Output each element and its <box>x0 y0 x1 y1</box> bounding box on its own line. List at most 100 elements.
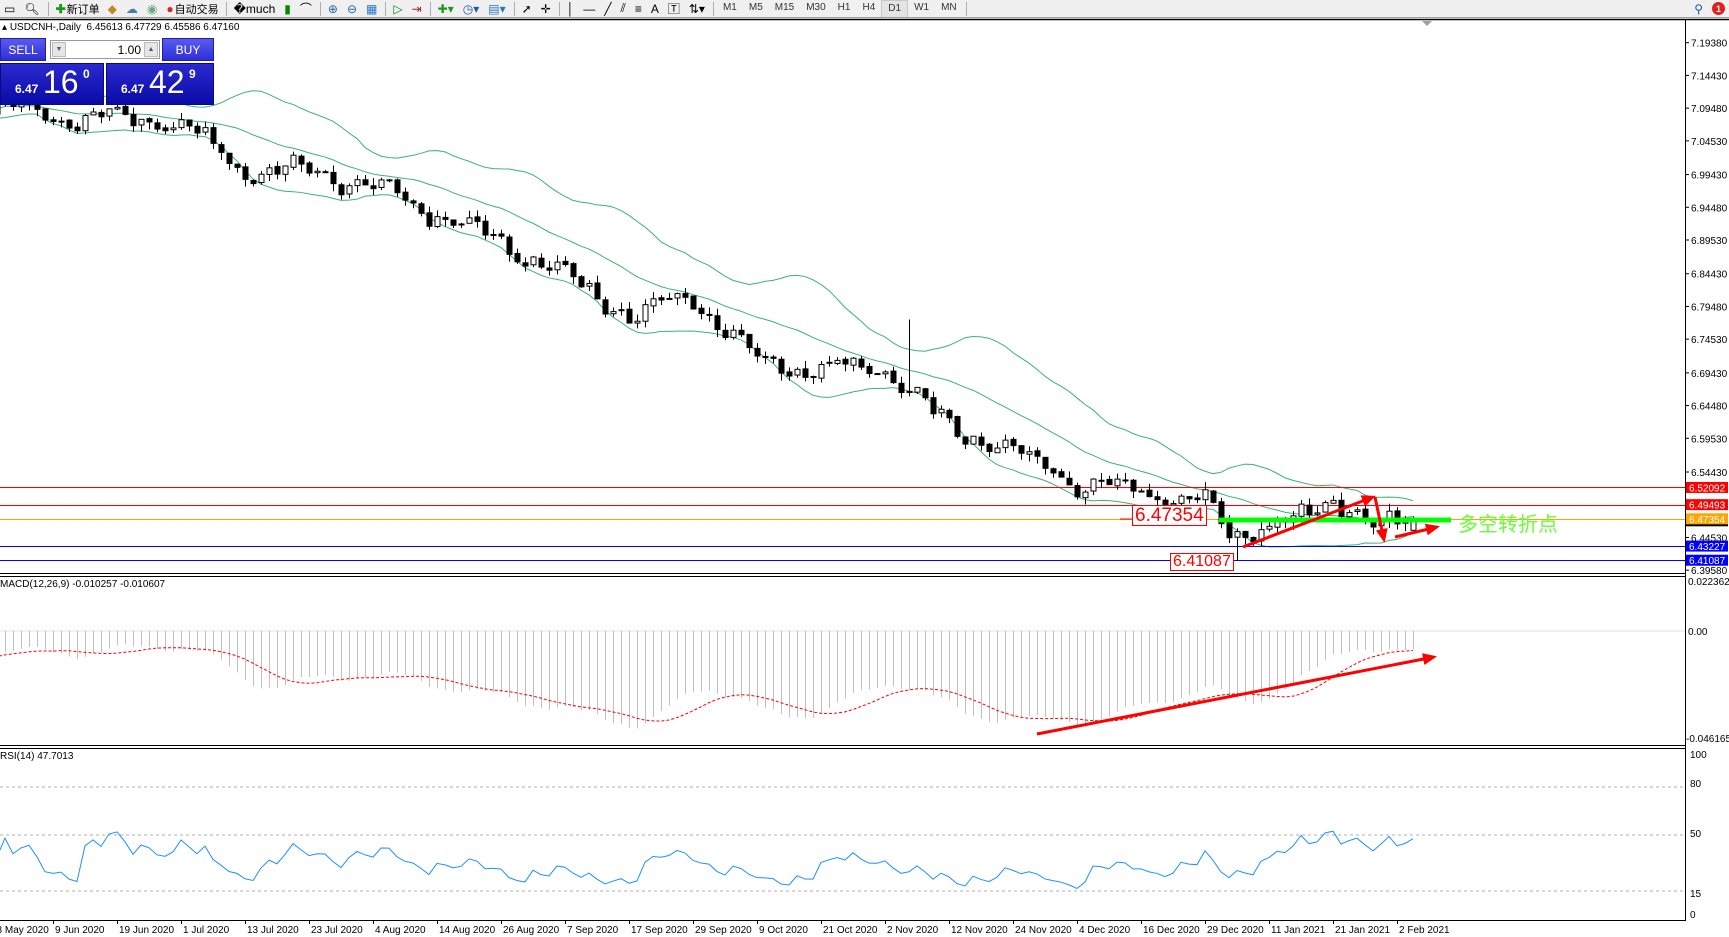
timeframe-m15[interactable]: M15 <box>774 2 795 13</box>
zoom-in-icon[interactable]: ⊕ <box>327 1 338 16</box>
timeframe-h1[interactable]: H1 <box>837 2 851 13</box>
zoom-icon[interactable]: 🔍︎ <box>24 1 40 16</box>
candle <box>562 256 569 267</box>
candle-body <box>106 108 113 117</box>
gold-icon[interactable]: ◆ <box>107 1 117 16</box>
tile-icon[interactable]: ▦ <box>366 1 378 16</box>
candle-body <box>1242 530 1249 538</box>
bar-chart-icon[interactable]: �much <box>233 1 276 16</box>
macd-signal-line[interactable] <box>0 647 1414 722</box>
bollinger-middle-band[interactable] <box>0 105 1414 521</box>
timeframe-bar: M1 M5 M15 M30 H1 H4 D1 W1 MN <box>717 0 963 17</box>
channel-icon[interactable]: ⫽ <box>620 1 626 15</box>
notification-icon[interactable]: 1 <box>1708 1 1729 17</box>
trendline-icon[interactable]: ╱ <box>604 1 612 16</box>
candle-body <box>178 119 185 129</box>
vertical-line-icon[interactable]: │ <box>566 1 575 16</box>
candle <box>1130 479 1137 498</box>
cursor-icon[interactable]: ➚ <box>521 1 532 16</box>
profiles-icon[interactable]: ▭ <box>4 1 16 16</box>
periods-icon[interactable]: ◷▾ <box>462 1 480 16</box>
line-price-tag <box>1686 499 1728 511</box>
new-order-button[interactable]: ✚ 新订单 <box>52 1 104 17</box>
rebound-arrow[interactable] <box>1394 523 1440 539</box>
price-axis-label: 6.79480 <box>1691 302 1728 313</box>
candle <box>434 210 441 229</box>
horizontal-line-icon[interactable]: — <box>583 1 596 16</box>
low-price-label[interactable]: 6.41087 <box>1170 553 1234 571</box>
timeframe-h4[interactable]: H4 <box>862 2 876 13</box>
candle-body <box>50 119 57 123</box>
navigator-icon[interactable]: ☁ <box>125 1 138 16</box>
candle-body <box>706 313 713 316</box>
timeframe-mn[interactable]: MN <box>941 2 957 13</box>
candle-body <box>210 127 217 144</box>
timeframe-m5[interactable]: M5 <box>748 2 763 13</box>
search-icon[interactable]: ⚲ <box>1694 1 1703 16</box>
chart-title: ▴ USDCNH-,Daily 6.45613 6.47729 6.45586 … <box>2 22 239 33</box>
volume-increase-icon[interactable]: ▲ <box>144 42 158 57</box>
candle <box>906 319 913 397</box>
macd-divergence-arrow[interactable] <box>1036 653 1437 736</box>
volume-input[interactable] <box>67 41 141 58</box>
candle-body <box>602 299 609 315</box>
templates-icon[interactable]: ▤▾ <box>488 1 506 16</box>
candle-body <box>498 233 505 237</box>
candle <box>266 164 273 182</box>
candle <box>1058 468 1065 478</box>
buy-button[interactable]: BUY <box>162 38 214 61</box>
candle <box>210 123 217 150</box>
indicators-icon[interactable]: ✚▾ <box>437 1 454 16</box>
line-chart-icon[interactable]: ⌒ <box>299 2 312 16</box>
candle <box>930 391 937 419</box>
auto-trading-button[interactable]: ● 自动交易 <box>162 1 222 17</box>
candle-body <box>1186 496 1193 500</box>
bollinger-lower-band[interactable] <box>0 113 1414 548</box>
bollinger-upper-band[interactable] <box>0 90 1414 502</box>
time-axis-label: 19 Jun 2020 <box>119 925 174 936</box>
text-icon[interactable]: A <box>650 1 659 16</box>
pivot-annotation-text[interactable]: 多空转折点 <box>1458 514 1558 536</box>
line-price-tag-label: 6.47354 <box>1689 515 1726 526</box>
candle <box>706 307 713 322</box>
pullback-arrow[interactable] <box>1373 496 1388 543</box>
candle-body <box>1082 491 1089 499</box>
volume-decrease-icon[interactable]: ▼ <box>52 42 66 57</box>
candle <box>962 436 969 450</box>
chart-shift-marker[interactable] <box>1422 21 1432 26</box>
candle <box>154 118 161 133</box>
candle <box>42 108 49 124</box>
chart-shift-icon[interactable]: ⇥ <box>411 1 422 16</box>
autoscroll-icon[interactable]: ▷ <box>393 1 403 16</box>
text-label-icon[interactable]: 🅃 <box>667 2 680 16</box>
candlestick-icon[interactable]: ▮ <box>284 1 291 16</box>
zoom-out-icon[interactable]: ⊖ <box>346 1 358 16</box>
candle-body <box>354 179 361 187</box>
price-axis-label: 6.84430 <box>1691 270 1728 281</box>
candle <box>546 261 553 276</box>
timeframe-m30[interactable]: M30 <box>806 2 826 13</box>
arrows-icon[interactable]: ⇅▾ <box>688 1 705 16</box>
buy-price-button[interactable]: 6.47 42 9 <box>106 63 214 105</box>
sell-price-button[interactable]: 6.47 16 0 <box>0 63 104 105</box>
fibonacci-icon[interactable]: ≡ <box>634 1 642 16</box>
time-axis-label: 13 Jul 2020 <box>247 925 299 936</box>
candle <box>658 295 665 306</box>
rsi-line[interactable] <box>0 830 1414 915</box>
candle <box>506 234 513 262</box>
candle <box>1034 447 1041 464</box>
timeframe-d1[interactable]: D1 <box>881 0 909 17</box>
candle <box>362 174 369 186</box>
crosshair-icon[interactable]: ✛ <box>540 1 551 16</box>
up-trend-arrow[interactable] <box>1242 495 1376 549</box>
candle-body <box>450 219 457 226</box>
timeframe-m1[interactable]: M1 <box>722 2 737 13</box>
timeframe-w1[interactable]: W1 <box>914 2 930 13</box>
candle-body <box>386 179 393 182</box>
candle-body <box>98 111 105 118</box>
signal-icon[interactable]: ◉ <box>146 1 158 16</box>
sell-button[interactable]: SELL <box>0 38 46 61</box>
pivot-price-label[interactable]: 6.47354 <box>1132 505 1207 526</box>
ohlc-values: 6.45613 6.47729 6.45586 6.47160 <box>86 22 240 33</box>
